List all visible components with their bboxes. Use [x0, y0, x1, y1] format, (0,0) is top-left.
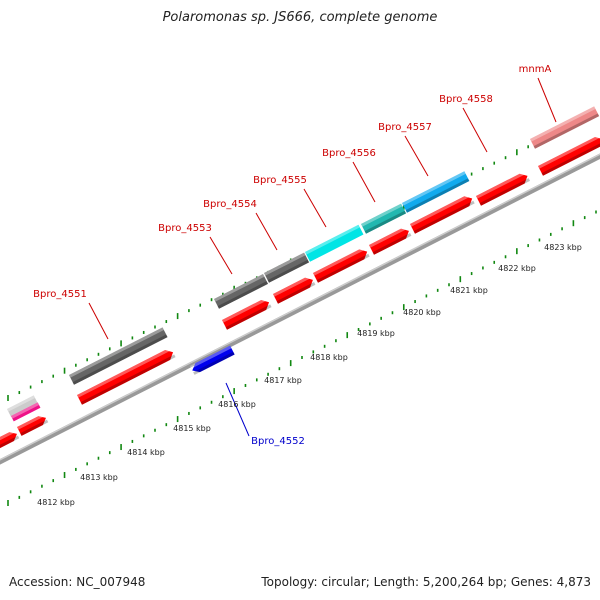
cds-arrow-shade — [372, 233, 412, 255]
page-title: Polaromonas sp. JS666, complete genome — [162, 10, 438, 25]
cds-arrow-shade — [276, 282, 316, 304]
scale-tick-label: 4821 kbp — [450, 286, 488, 295]
gene-label-leader — [537, 77, 557, 123]
cds-arrow — [369, 228, 409, 255]
feature-blue — [402, 171, 470, 213]
gene-label: Bpro_4555 — [253, 175, 307, 186]
cds-arrow — [410, 196, 473, 234]
cds-arrow-shine — [313, 246, 367, 276]
genome-backbone-highlight — [0, 153, 600, 461]
gene-label: Bpro_4553 — [158, 223, 212, 234]
cds-arrow — [17, 416, 47, 436]
cds-arrow — [77, 350, 174, 405]
accession-label: Accession: NC_007948 — [9, 575, 146, 589]
cds-arrow-shine — [273, 274, 312, 297]
cds-arrow-shade — [80, 354, 176, 405]
gene-label-leader — [352, 161, 376, 203]
feature-blue-shade — [405, 178, 470, 213]
feature-pink — [530, 106, 600, 149]
feature-teal — [361, 203, 407, 234]
cds-arrow-shade — [316, 253, 370, 283]
gene-labels: Bpro_4551 Bpro_4552 Bpro_4553 Bpro_4554 Bpro… — [33, 64, 551, 447]
cds-arrow — [0, 432, 18, 449]
reverse-cds-arrow-shine — [190, 345, 232, 369]
gene-label: Bpro_4552 — [251, 436, 305, 447]
feature-gray-shade — [217, 281, 268, 309]
scale-tick-label: 4812 kbp — [37, 498, 75, 507]
gene-label: Bpro_4557 — [378, 122, 432, 133]
cds-arrow — [313, 249, 368, 283]
cds-arrow-shade — [0, 435, 20, 449]
gene-label: Bpro_4554 — [203, 199, 257, 210]
scale-tick-label: 4823 kbp — [544, 243, 582, 252]
gene-label-leader — [255, 212, 278, 251]
feature-gray-shade — [267, 259, 310, 283]
feature-magenta-shine — [11, 402, 40, 419]
scale-tick-labels: 4812 kbp 4813 kbp 4814 kbp 4815 kbp 4816 kbp… — [37, 243, 582, 507]
cds-arrow-shade — [479, 178, 530, 206]
gene-label-leader — [88, 302, 109, 340]
cds-arrow-shine — [77, 347, 172, 398]
feature-gray-shine — [264, 252, 306, 276]
feature-pink-shine — [530, 106, 596, 142]
genome-backbone — [0, 153, 600, 465]
gene-label-leader — [404, 135, 429, 177]
gene-label-leaders — [88, 77, 557, 437]
scale-tick-label: 4814 kbp — [127, 448, 165, 457]
gene-label-leader — [303, 188, 327, 228]
cds-arrow — [476, 173, 528, 206]
feature-blue-shine — [402, 171, 466, 206]
feature-gray-shine — [69, 327, 164, 378]
cds-arrow-shine — [0, 429, 17, 441]
feature-gray-light — [7, 395, 38, 418]
scale-tick-label: 4822 kbp — [498, 264, 536, 273]
cds-arrow-shine — [222, 297, 268, 323]
scale-tick-label: 4820 kbp — [403, 308, 441, 317]
feature-track — [0, 106, 600, 449]
cds-arrow — [273, 277, 313, 304]
feature-gray-light-shine — [7, 395, 36, 412]
gene-label: Bpro_4558 — [439, 94, 493, 105]
cds-arrow-shine — [538, 134, 600, 169]
cds-arrow — [538, 136, 600, 176]
scale-tick-label: 4813 kbp — [80, 473, 118, 482]
scale-tick-label: 4816 kbp — [218, 400, 256, 409]
feature-pink-shade — [533, 113, 600, 149]
scale-tick-label: 4815 kbp — [173, 424, 211, 433]
cds-arrow-shine — [17, 413, 46, 430]
feature-gray-shade — [72, 334, 168, 385]
gene-label: Bpro_4556 — [322, 148, 376, 159]
gene-label: mnmA — [519, 64, 552, 75]
gene-label: Bpro_4551 — [33, 289, 87, 300]
feature-cyan — [305, 224, 364, 262]
feature-teal-shade — [364, 210, 407, 234]
feature-gray — [69, 327, 168, 385]
feature-cyan-shine — [305, 224, 360, 255]
feature-teal-shine — [361, 203, 403, 227]
gene-label-leader — [209, 236, 233, 275]
scale-tick-label: 4817 kbp — [264, 376, 302, 385]
feature-gray — [264, 252, 310, 283]
feature-magenta — [11, 402, 41, 422]
feature-gray-shine — [214, 274, 265, 302]
cds-arrow-shine — [476, 171, 527, 199]
cds-arrow-shade — [20, 419, 49, 436]
cds-arrow — [222, 300, 270, 330]
reverse-cds-arrow-shade — [193, 351, 235, 375]
feature-gray — [214, 274, 268, 309]
tick-row-scale — [7, 210, 597, 506]
gene-label-leader — [462, 107, 488, 153]
cds-arrow-shade — [413, 200, 475, 234]
scale-tick-label: 4819 kbp — [357, 329, 395, 338]
cds-arrow-shine — [369, 225, 408, 248]
reverse-cds-arrow — [192, 345, 235, 373]
cds-arrow-shade — [541, 143, 600, 176]
gene-label-leader — [225, 382, 250, 437]
genome-summary: Topology: circular; Length: 5,200,264 bp… — [261, 575, 591, 589]
cds-arrow-shade — [225, 304, 272, 330]
scale-tick-label: 4818 kbp — [310, 353, 348, 362]
cds-arrow-shine — [410, 193, 472, 227]
